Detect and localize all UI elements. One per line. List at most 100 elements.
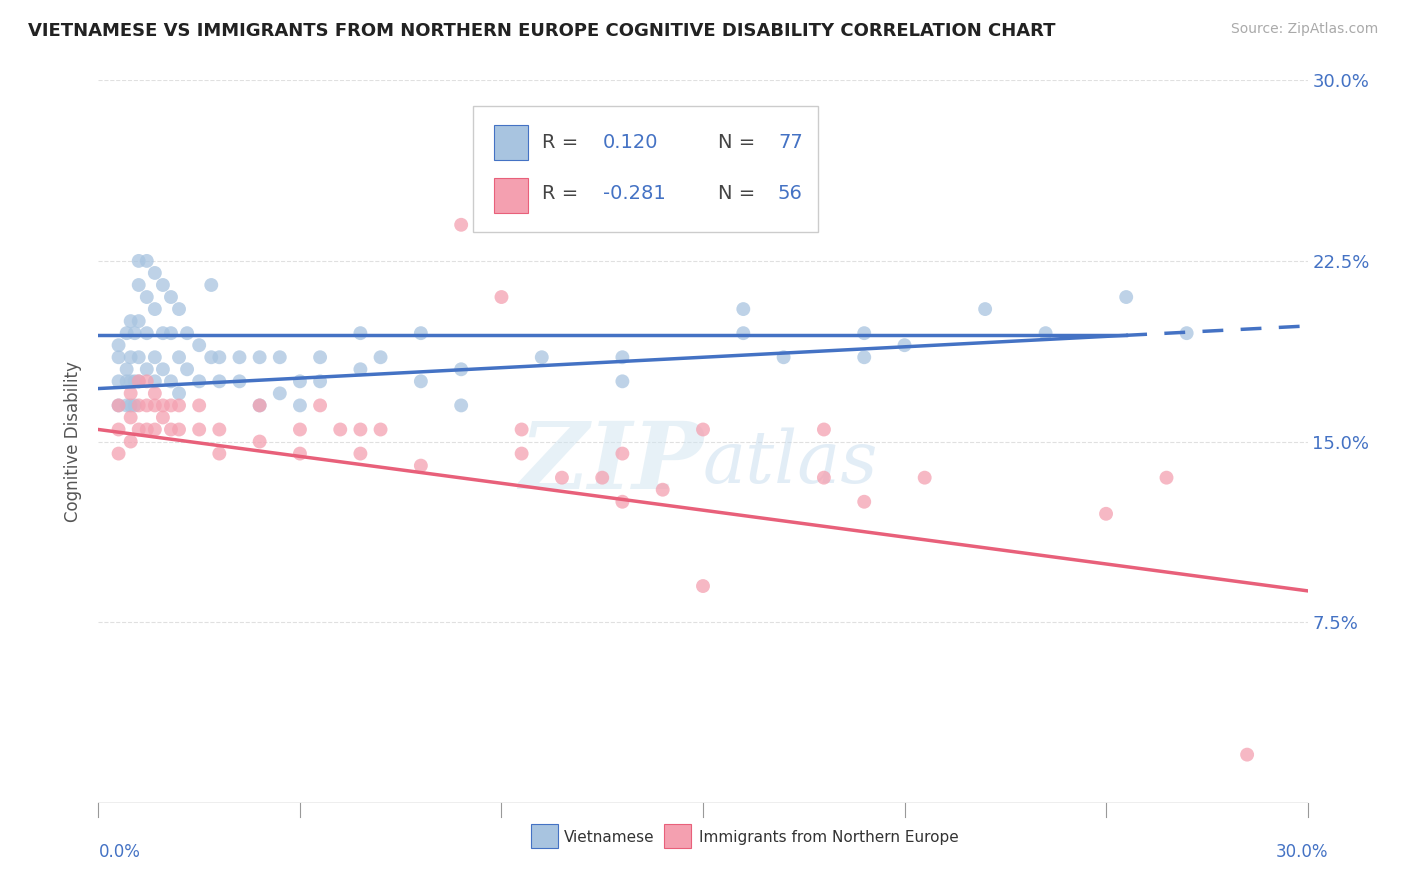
Point	[813, 470, 835, 484]
Text: R =: R =	[543, 133, 585, 152]
Point	[152, 326, 174, 340]
Point	[120, 398, 142, 412]
Text: R =: R =	[543, 185, 585, 203]
Point	[128, 350, 150, 364]
Point	[135, 374, 157, 388]
Point	[120, 350, 142, 364]
Point	[128, 277, 150, 292]
Point	[120, 374, 142, 388]
Point	[349, 446, 371, 460]
Point	[143, 301, 166, 317]
Point	[591, 470, 613, 484]
Point	[143, 266, 166, 280]
FancyBboxPatch shape	[664, 824, 690, 847]
Point	[107, 350, 129, 364]
Point	[309, 374, 332, 388]
Point	[135, 290, 157, 304]
Point	[370, 422, 392, 436]
Point	[176, 362, 198, 376]
Point	[1095, 507, 1118, 521]
Point	[450, 218, 472, 232]
Point	[188, 338, 211, 352]
Point	[120, 410, 142, 425]
Text: N =: N =	[717, 133, 761, 152]
Point	[571, 145, 593, 160]
Text: Immigrants from Northern Europe: Immigrants from Northern Europe	[699, 830, 959, 845]
Point	[135, 398, 157, 412]
Point	[612, 446, 634, 460]
Point	[692, 422, 714, 436]
Point	[612, 374, 634, 388]
Point	[143, 386, 166, 401]
Point	[128, 253, 150, 268]
Point	[288, 374, 311, 388]
Point	[135, 362, 157, 376]
Point	[249, 398, 271, 412]
Point	[115, 326, 138, 340]
Point	[128, 374, 150, 388]
Point	[893, 338, 915, 352]
Point	[288, 422, 311, 436]
Point	[160, 290, 183, 304]
Point	[853, 494, 876, 508]
Y-axis label: Cognitive Disability: Cognitive Disability	[65, 361, 83, 522]
Text: 56: 56	[778, 185, 803, 203]
Point	[349, 422, 371, 436]
Text: -0.281: -0.281	[603, 185, 665, 203]
Point	[692, 579, 714, 593]
Point	[135, 422, 157, 436]
Point	[249, 398, 271, 412]
Point	[974, 301, 997, 317]
Point	[167, 301, 190, 317]
Point	[249, 434, 271, 449]
Point	[160, 422, 183, 436]
Point	[329, 422, 352, 436]
Point	[349, 326, 371, 340]
Point	[107, 398, 129, 412]
FancyBboxPatch shape	[494, 178, 527, 212]
Point	[288, 398, 311, 412]
Point	[120, 386, 142, 401]
Point	[167, 422, 190, 436]
Point	[733, 301, 755, 317]
Point	[107, 338, 129, 352]
Point	[115, 398, 138, 412]
Point	[107, 398, 129, 412]
Point	[409, 374, 432, 388]
Text: Vietnamese: Vietnamese	[564, 830, 655, 845]
Point	[107, 446, 129, 460]
Point	[651, 483, 673, 497]
Point	[143, 374, 166, 388]
Point	[1115, 290, 1137, 304]
Point	[510, 446, 533, 460]
Text: VIETNAMESE VS IMMIGRANTS FROM NORTHERN EUROPE COGNITIVE DISABILITY CORRELATION C: VIETNAMESE VS IMMIGRANTS FROM NORTHERN E…	[28, 22, 1056, 40]
Point	[200, 277, 222, 292]
Point	[1175, 326, 1198, 340]
Point	[115, 374, 138, 388]
Point	[115, 362, 138, 376]
Point	[160, 398, 183, 412]
Point	[208, 422, 231, 436]
Point	[491, 290, 513, 304]
Point	[188, 374, 211, 388]
Point	[167, 398, 190, 412]
Text: ZIP: ZIP	[519, 418, 703, 508]
Point	[124, 398, 146, 412]
Point	[349, 362, 371, 376]
Point	[853, 350, 876, 364]
Point	[450, 398, 472, 412]
Point	[510, 422, 533, 436]
Point	[107, 422, 129, 436]
Point	[409, 326, 432, 340]
Point	[128, 398, 150, 412]
Point	[914, 470, 936, 484]
Point	[167, 350, 190, 364]
FancyBboxPatch shape	[531, 824, 558, 847]
Point	[269, 386, 291, 401]
Point	[208, 374, 231, 388]
FancyBboxPatch shape	[474, 105, 818, 232]
Point	[143, 422, 166, 436]
Point	[143, 398, 166, 412]
Point	[409, 458, 432, 473]
Point	[772, 350, 794, 364]
